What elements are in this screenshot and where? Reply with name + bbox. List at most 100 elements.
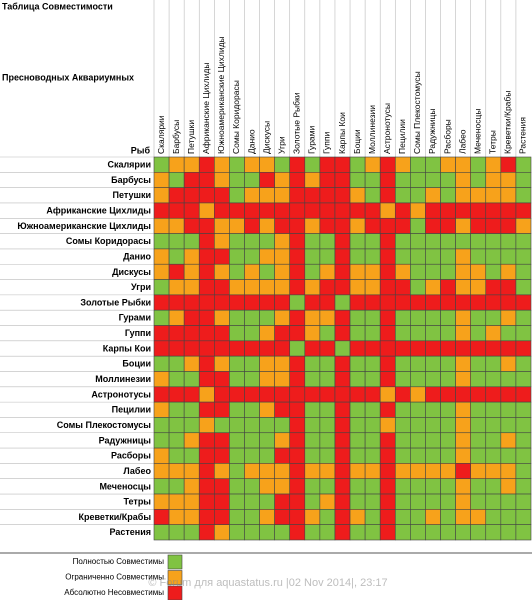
cell	[425, 432, 441, 449]
cell	[470, 386, 487, 403]
cell	[183, 355, 200, 372]
cell	[334, 263, 351, 280]
cell	[168, 309, 185, 326]
cell	[410, 447, 426, 464]
cell	[274, 386, 291, 403]
cell	[274, 355, 291, 372]
cell	[470, 156, 487, 173]
cell	[455, 248, 471, 265]
row-header: Гурами	[119, 313, 151, 323]
cell	[500, 463, 517, 480]
cell	[515, 401, 532, 418]
cell	[168, 279, 185, 296]
cell	[455, 447, 471, 464]
cell	[214, 233, 230, 250]
cell	[379, 233, 396, 250]
cell	[349, 371, 366, 388]
cell	[410, 493, 426, 510]
cell	[244, 463, 260, 480]
cell	[214, 493, 230, 510]
cell	[425, 401, 441, 418]
cell	[229, 509, 245, 525]
cell	[470, 294, 487, 311]
corner-label: Рыб	[131, 145, 151, 155]
cell	[289, 432, 306, 449]
legend-swatch	[167, 570, 183, 585]
cell	[168, 156, 185, 173]
row-header: Пецилии	[112, 405, 151, 415]
cell	[485, 493, 502, 510]
cell	[183, 493, 200, 510]
cell	[168, 340, 185, 357]
cell	[304, 386, 321, 403]
cell	[289, 340, 306, 357]
cell	[455, 340, 471, 357]
row-header: Боции	[122, 359, 151, 369]
cell	[379, 355, 396, 372]
cell	[394, 248, 411, 265]
cell	[198, 509, 215, 525]
cell	[485, 202, 502, 219]
cell	[244, 401, 260, 418]
cell	[379, 172, 396, 188]
cell	[274, 463, 291, 480]
cell	[334, 386, 351, 403]
cell	[168, 447, 185, 464]
cell	[304, 325, 321, 342]
cell	[289, 279, 306, 296]
cell	[244, 509, 260, 525]
cell	[425, 447, 441, 464]
cell	[394, 263, 411, 280]
cell	[183, 478, 200, 495]
cell	[364, 432, 381, 449]
cell	[198, 417, 215, 434]
cell	[455, 233, 471, 250]
cell	[198, 263, 215, 280]
cell	[229, 478, 245, 495]
cell	[289, 478, 306, 495]
cell	[214, 478, 230, 495]
cell	[485, 263, 502, 280]
watermark: © Forum для aquastatus.ru |02 Nov 2014|,…	[148, 577, 387, 589]
cell	[410, 217, 426, 234]
cell	[470, 371, 487, 388]
cell	[364, 279, 381, 296]
cell	[440, 524, 456, 541]
cell	[198, 294, 215, 311]
cell	[304, 309, 321, 326]
cell	[334, 432, 351, 449]
cell	[319, 463, 336, 480]
cell	[364, 478, 381, 495]
cell	[455, 432, 471, 449]
cell	[515, 325, 532, 342]
column-header: Креветки/Крабы	[503, 91, 513, 154]
cell	[259, 217, 275, 234]
cell	[168, 172, 185, 188]
cell	[455, 371, 471, 388]
row-header: Астронотусы	[91, 389, 151, 399]
cell	[394, 233, 411, 250]
row-header: Сомы Плекостомусы	[57, 420, 152, 430]
cell	[515, 309, 532, 326]
cell	[470, 493, 487, 510]
column-header: Угри	[276, 136, 286, 154]
cell	[244, 524, 260, 541]
cell	[410, 340, 426, 357]
cell	[425, 217, 441, 234]
cell	[470, 202, 487, 219]
cell	[334, 309, 351, 326]
cell	[410, 248, 426, 265]
column-header: Тетры	[488, 130, 498, 154]
cell	[244, 217, 260, 234]
cell	[183, 463, 200, 480]
cell	[500, 248, 517, 265]
cell	[304, 217, 321, 234]
cell	[349, 263, 366, 280]
cell	[289, 417, 306, 434]
cell	[244, 294, 260, 311]
cell	[500, 432, 517, 449]
cell	[515, 233, 532, 250]
cell	[440, 417, 456, 434]
cell	[349, 401, 366, 418]
